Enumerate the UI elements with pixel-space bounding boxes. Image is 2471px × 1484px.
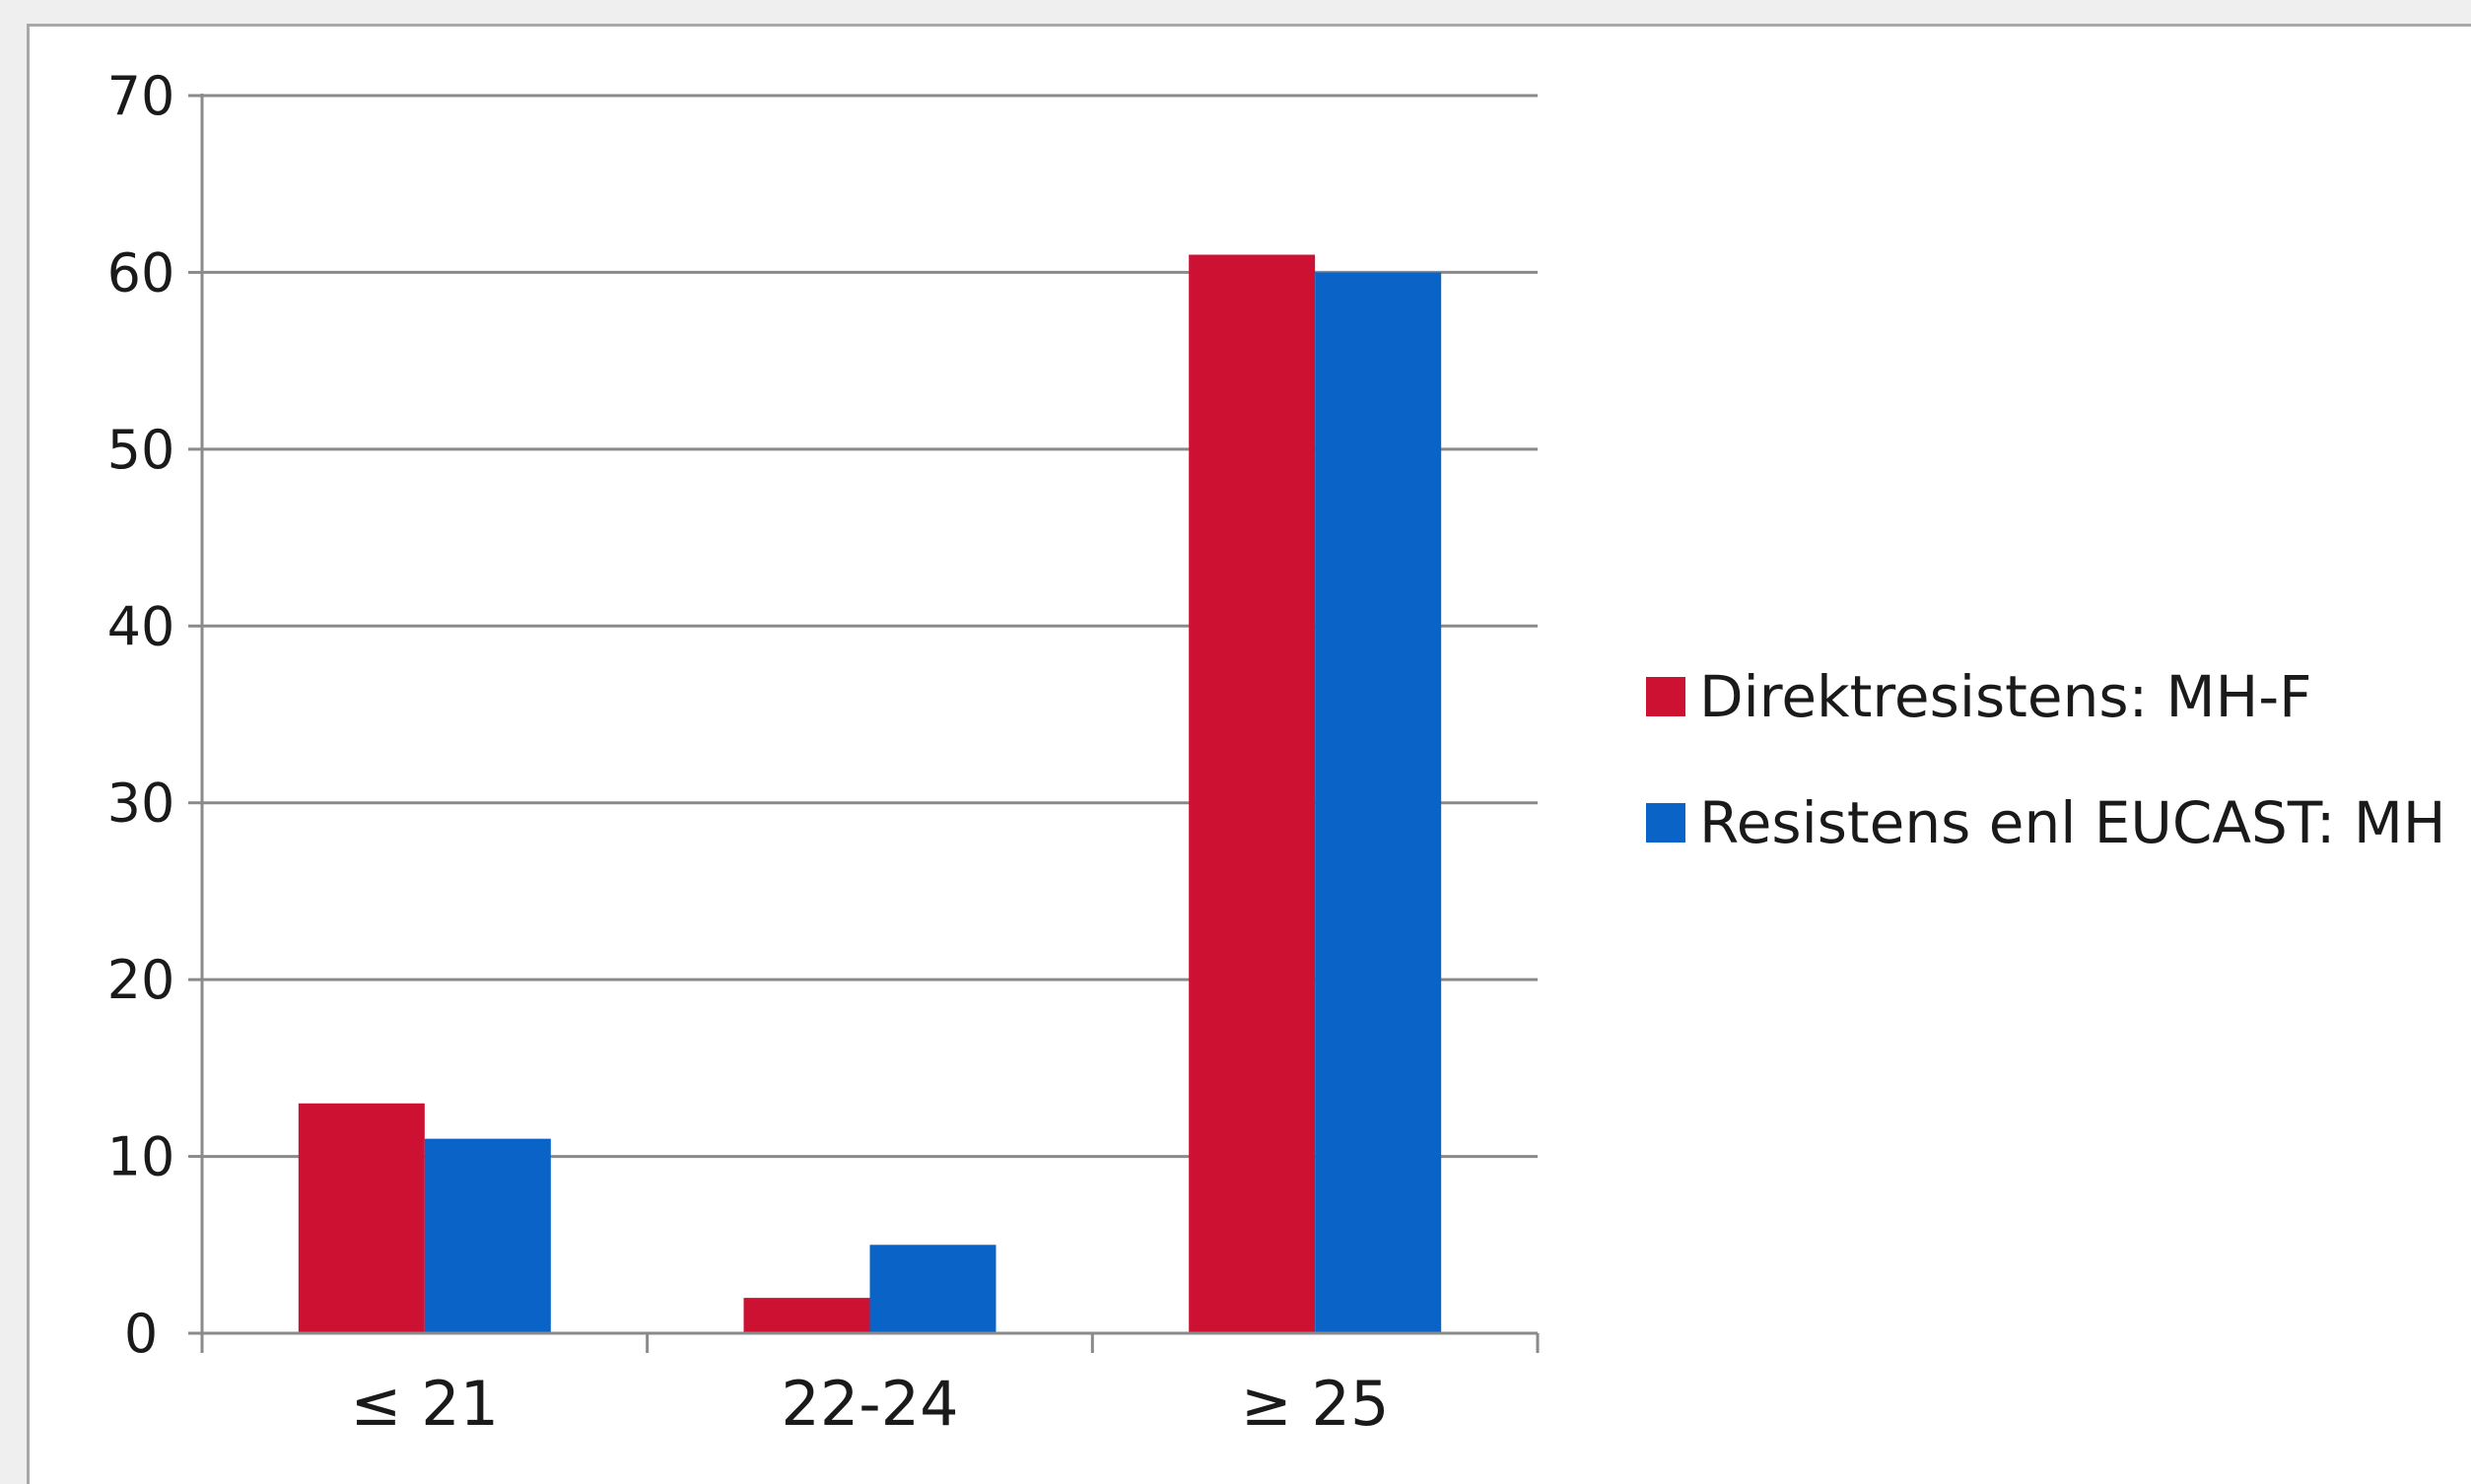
y-axis-tick-labels: 0 10 20 30 40 50 60 70 <box>107 65 175 1365</box>
bar-series-1-cat-3 <box>1189 254 1316 1333</box>
bar-series-1-cat-1 <box>298 1103 425 1333</box>
x-axis-category-labels: ≤ 21 22-24 ≥ 25 <box>351 1368 1390 1440</box>
bar-series-2-cat-2 <box>869 1245 996 1333</box>
bar-series-2-cat-3 <box>1315 272 1442 1333</box>
legend-swatch-red <box>1646 677 1685 716</box>
legend-label: Resistens enl EUCAST: MH <box>1699 789 2446 856</box>
legend-entry-series-1: Direktresistens: MH-F <box>1646 663 2446 730</box>
legend-entry-series-2: Resistens enl EUCAST: MH <box>1646 789 2446 856</box>
x-category-label: ≤ 21 <box>351 1368 500 1440</box>
bar-series-1-cat-2 <box>743 1298 870 1333</box>
y-tick-label: 0 <box>124 1303 158 1365</box>
bar-series-2-cat-1 <box>424 1138 551 1333</box>
y-tick-label: 40 <box>107 595 175 657</box>
x-category-label: 22-24 <box>781 1368 958 1440</box>
legend-swatch-blue <box>1646 803 1685 843</box>
y-tick-label: 20 <box>107 949 175 1011</box>
y-tick-label: 30 <box>107 773 175 835</box>
x-category-label: ≥ 25 <box>1241 1368 1390 1440</box>
bars <box>298 254 1442 1333</box>
y-tick-label: 70 <box>107 65 175 127</box>
legend-label: Direktresistens: MH-F <box>1699 663 2312 730</box>
y-tick-label: 50 <box>107 419 175 481</box>
axes <box>188 94 1540 1353</box>
y-tick-label: 10 <box>107 1126 175 1188</box>
y-tick-label: 60 <box>107 241 175 304</box>
legend: Direktresistens: MH-F Resistens enl EUCA… <box>1646 663 2446 918</box>
